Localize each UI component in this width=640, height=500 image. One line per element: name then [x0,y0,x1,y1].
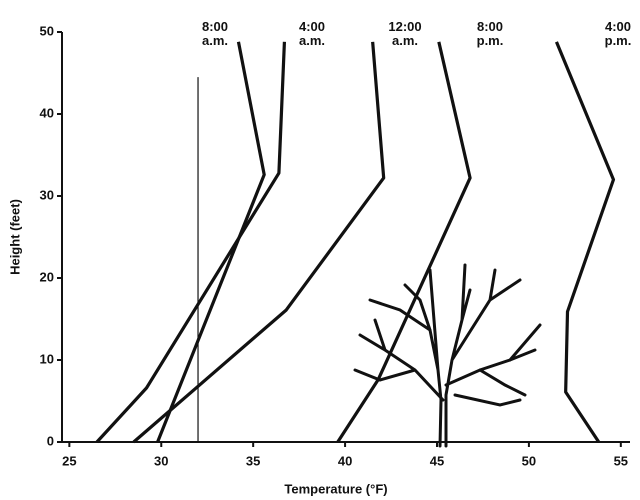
y-tick-label: 50 [40,23,54,38]
y-axis-label: Height (feet) [7,199,22,275]
series-label: 12:00 a.m. [388,19,422,48]
tree [353,263,542,448]
y-tick-label: 40 [40,105,54,120]
series-label: 4:00 p.m. [604,19,632,48]
series-line [132,41,386,444]
x-tick-label: 45 [430,453,444,468]
series-label: 8:00 p.m. [476,19,504,48]
x-tick-label: 55 [614,453,628,468]
series-line [156,41,266,443]
series-line [554,41,616,443]
x-axis-label: Temperature (°F) [284,481,387,496]
y-tick-label: 20 [40,269,54,284]
series-line [95,41,287,444]
y-tick-label: 0 [47,433,54,448]
series-label: 4:00 a.m. [298,19,326,48]
series-label: 8:00 a.m. [201,19,229,48]
x-tick-label: 30 [154,453,168,468]
x-tick-label: 40 [338,453,352,468]
x-tick-label: 25 [62,453,76,468]
y-tick-label: 10 [40,351,54,366]
y-tick-label: 30 [40,187,54,202]
x-tick-label: 50 [522,453,536,468]
series-line [336,41,472,443]
x-tick-label: 35 [246,453,260,468]
